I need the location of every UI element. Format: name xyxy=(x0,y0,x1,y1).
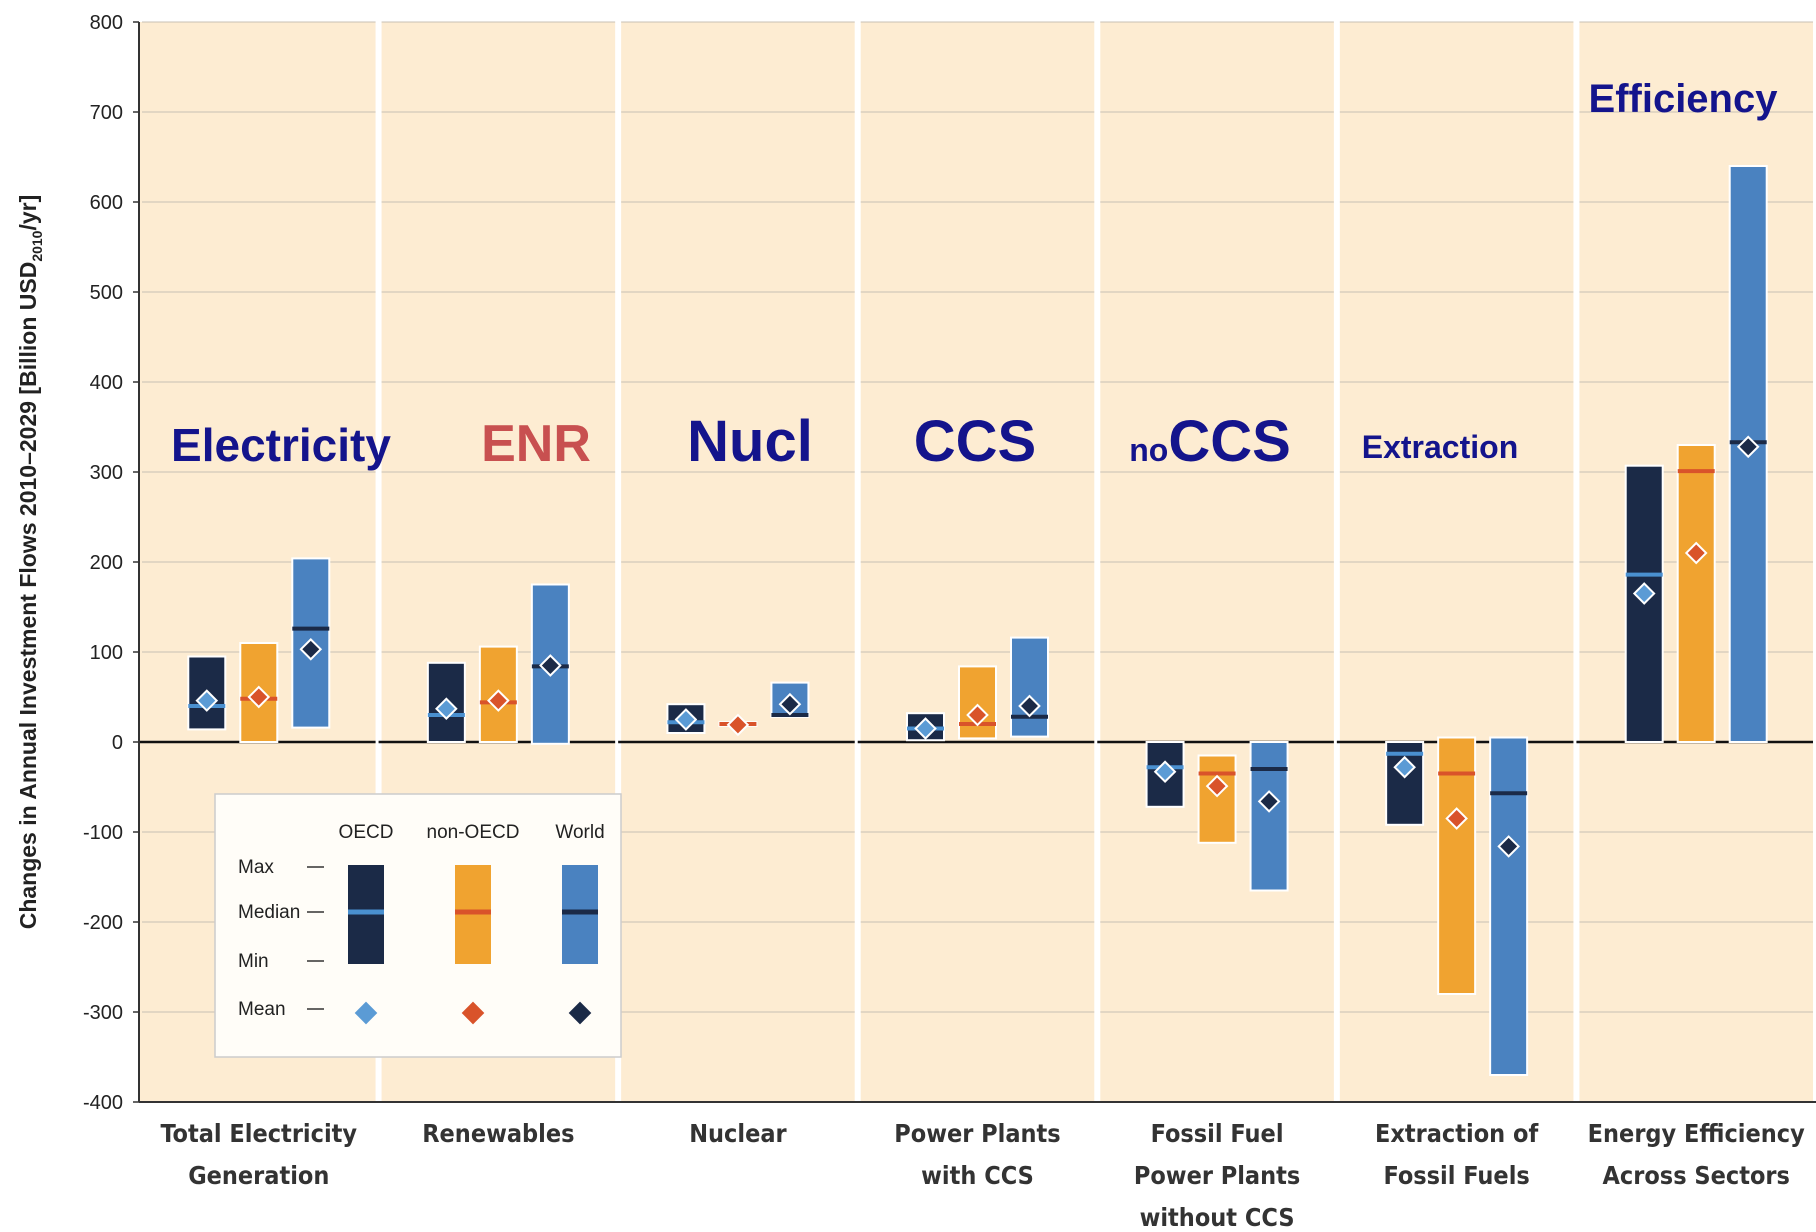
mean-marker xyxy=(1684,541,1708,565)
range-bar xyxy=(1249,741,1289,892)
x-tick-label: Across Sectors xyxy=(1603,1161,1790,1190)
legend-label: OECD xyxy=(339,822,394,843)
x-tick-label: Extraction of xyxy=(1375,1119,1538,1148)
range-bar xyxy=(1676,444,1716,743)
y-tick-label: -200 xyxy=(83,912,123,934)
mean-marker xyxy=(778,692,802,716)
legend-label: non-OECD xyxy=(427,822,520,843)
annotation-part: Nucl xyxy=(687,409,813,474)
mean-marker xyxy=(299,637,323,661)
annotation-part: Extraction xyxy=(1362,429,1518,465)
mean-marker xyxy=(1736,435,1760,459)
annotation-part: Electricity xyxy=(171,419,391,471)
annotation-part: ENR xyxy=(481,415,591,473)
x-tick-label: Total Electricity xyxy=(160,1119,357,1148)
mean-marker xyxy=(1393,755,1416,779)
y-tick-label: 0 xyxy=(112,732,123,754)
annotation-part: Efficiency xyxy=(1589,77,1779,121)
mean-marker xyxy=(247,685,271,709)
legend-mean xyxy=(461,1001,485,1025)
mean-marker xyxy=(1205,774,1229,798)
y-axis-label: Changes in Annual Investment Flows 2010–… xyxy=(15,195,45,930)
y-tick-label: 100 xyxy=(90,642,123,664)
legend-row-label: Mean xyxy=(238,999,286,1020)
annotation-part: CCS xyxy=(914,409,1036,474)
x-tick-label: Renewables xyxy=(422,1119,574,1148)
range-bar xyxy=(1385,741,1425,826)
annotation: ENR xyxy=(481,415,591,473)
range-bar xyxy=(1197,754,1237,844)
y-tick-label: 800 xyxy=(90,12,123,34)
legend-box xyxy=(214,793,622,1058)
legend-row-label: Min xyxy=(238,951,269,972)
annotation: CCS xyxy=(914,409,1036,474)
mean-marker xyxy=(1497,835,1520,858)
x-tick-label: Nuclear xyxy=(689,1119,787,1148)
legend-mean xyxy=(568,1001,592,1025)
annotation: Electricity xyxy=(171,419,391,471)
y-tick-label: 700 xyxy=(90,102,123,124)
y-axis-label-end: /yr] xyxy=(15,195,41,231)
range-bar xyxy=(1437,736,1477,995)
x-tick-label: with CCS xyxy=(921,1161,1034,1190)
range-bar xyxy=(239,642,279,743)
mean-marker xyxy=(435,697,458,721)
annotation: noCCS xyxy=(1129,409,1291,474)
y-tick-label: 400 xyxy=(90,372,123,394)
range-bar xyxy=(426,661,466,743)
range-bar xyxy=(958,665,997,740)
mean-marker xyxy=(1632,582,1656,605)
mean-marker xyxy=(195,689,219,712)
mean-marker xyxy=(966,703,989,727)
mean-marker xyxy=(674,708,698,731)
y-tick-label: -400 xyxy=(83,1092,123,1114)
annotation-part: no xyxy=(1129,432,1168,468)
y-tick-label: -100 xyxy=(83,822,123,844)
mean-marker xyxy=(914,717,937,740)
x-tick-label: Power Plants xyxy=(1134,1161,1300,1190)
mean-marker xyxy=(726,713,750,737)
legend-row-label: Median xyxy=(238,902,300,923)
y-tick-label: 300 xyxy=(90,462,123,484)
y-tick-label: 600 xyxy=(90,192,123,214)
x-tick-label: Generation xyxy=(188,1161,329,1190)
mean-marker xyxy=(1018,694,1041,718)
range-bar xyxy=(1489,736,1529,1076)
legend: Max Median Min Mean OECD non-OECD World xyxy=(214,793,622,1058)
y-tick-label: 500 xyxy=(90,282,123,304)
x-tick-label: without CCS xyxy=(1140,1203,1295,1232)
y-tick-label: -300 xyxy=(83,1002,123,1024)
x-tick-label: Power Plants xyxy=(894,1119,1060,1148)
legend-label: World xyxy=(555,822,604,843)
mean-marker xyxy=(1153,760,1177,784)
mean-marker xyxy=(1445,807,1468,830)
legend-row-label: Max xyxy=(238,857,274,878)
annotation: Efficiency xyxy=(1589,77,1779,121)
y-tick-label: 200 xyxy=(90,552,123,574)
mean-marker xyxy=(1257,790,1281,813)
legend-mean xyxy=(354,1001,378,1025)
y-axis-label-text: Changes in Annual Investment Flows 2010–… xyxy=(15,262,41,930)
x-tick-label: Fossil Fuel xyxy=(1151,1119,1284,1148)
range-bar xyxy=(1010,636,1049,738)
y-axis-label-sub: 2010 xyxy=(29,230,45,261)
annotation-part: CCS xyxy=(1168,409,1290,474)
mean-marker xyxy=(487,689,510,712)
annotation: Nucl xyxy=(687,409,813,474)
annotation: Extraction xyxy=(1362,429,1518,465)
mean-marker xyxy=(539,654,562,677)
x-tick-label: Energy Efficiency xyxy=(1588,1119,1805,1148)
x-tick-label: Fossil Fuels xyxy=(1383,1161,1529,1190)
